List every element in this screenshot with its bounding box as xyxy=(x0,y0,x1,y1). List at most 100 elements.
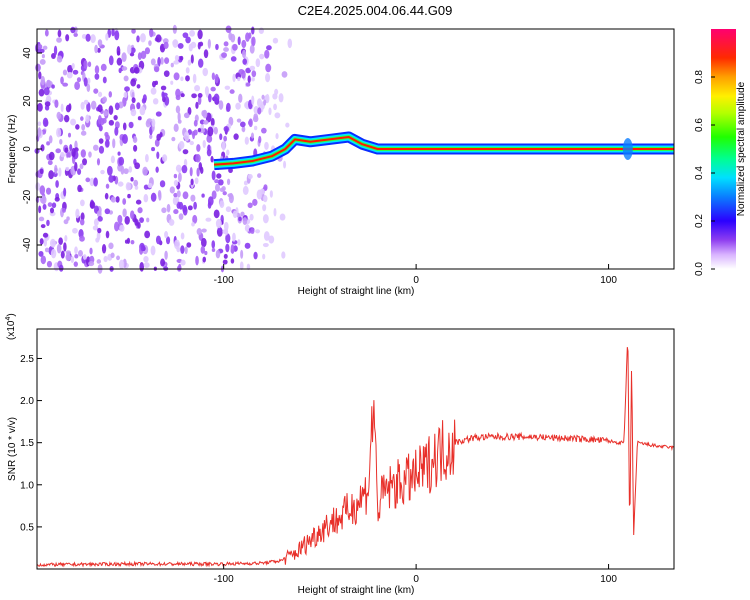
spectrogram-panel: -100 0 100 -40 -20 0 20 40 Height of straight … xyxy=(7,24,675,297)
y-tick-label: 40 xyxy=(22,47,33,59)
noise-blob xyxy=(97,91,103,98)
noise-blob xyxy=(148,40,152,47)
noise-blob xyxy=(38,250,44,257)
noise-blob xyxy=(83,77,88,87)
noise-blob xyxy=(69,144,73,152)
noise-blob xyxy=(199,128,206,134)
noise-blob xyxy=(137,116,142,121)
noise-blob xyxy=(178,201,184,210)
noise-blob xyxy=(92,225,99,231)
noise-blob xyxy=(242,217,248,225)
noise-blob xyxy=(240,249,244,259)
noise-blob xyxy=(194,177,199,185)
noise-blob xyxy=(214,73,219,84)
noise-blob xyxy=(183,131,190,142)
noise-blob xyxy=(201,228,207,233)
noise-blob xyxy=(147,182,153,189)
noise-blob xyxy=(229,192,233,200)
noise-blob xyxy=(221,52,227,59)
chart-title: C2E4.2025.004.06.44.G09 xyxy=(298,3,453,18)
noise-blob xyxy=(180,93,185,98)
noise-blob xyxy=(155,34,162,43)
noise-blob xyxy=(189,167,193,177)
noise-blob xyxy=(225,243,230,253)
noise-blob xyxy=(111,28,115,37)
noise-blob xyxy=(87,61,92,68)
noise-blob xyxy=(74,81,81,90)
noise-blob xyxy=(105,33,109,41)
noise-blob xyxy=(62,69,68,76)
noise-blob xyxy=(50,248,57,259)
noise-blob xyxy=(40,224,46,229)
noise-blob xyxy=(105,230,110,239)
noise-blob xyxy=(203,120,209,125)
noise-blob xyxy=(77,184,82,193)
noise-blob xyxy=(48,170,54,180)
noise-blob xyxy=(97,227,102,234)
noise-blob xyxy=(259,188,265,195)
noise-blob xyxy=(264,49,270,59)
noise-blob xyxy=(88,151,92,158)
noise-blob xyxy=(243,180,248,186)
noise-blob xyxy=(150,58,156,66)
noise-blob xyxy=(215,43,219,51)
noise-blob xyxy=(122,208,127,218)
noise-blob xyxy=(180,245,185,254)
noise-blob xyxy=(94,65,100,75)
noise-blob xyxy=(265,73,271,83)
track-spike xyxy=(622,138,633,160)
track-core xyxy=(214,136,674,166)
noise-blob xyxy=(108,175,115,183)
colorbar-tick-label: 0.8 xyxy=(694,70,705,84)
noise-blob xyxy=(103,110,109,117)
noise-blob xyxy=(211,72,215,80)
noise-blob xyxy=(87,77,91,85)
noise-blob xyxy=(236,118,242,123)
noise-blob xyxy=(63,187,67,197)
noise-blob xyxy=(185,75,190,82)
noise-blob xyxy=(66,71,73,79)
noise-blob xyxy=(182,191,189,200)
noise-blob xyxy=(210,117,215,127)
noise-blob xyxy=(211,248,216,253)
noise-blob xyxy=(136,102,141,110)
noise-blob xyxy=(226,102,231,113)
noise-blob xyxy=(248,120,252,126)
noise-blob xyxy=(60,153,66,158)
noise-blob xyxy=(70,118,77,126)
noise-blob xyxy=(119,224,125,232)
noise-blob xyxy=(134,162,141,170)
noise-blob xyxy=(262,204,267,212)
noise-blob xyxy=(56,55,63,63)
noise-blob xyxy=(261,127,267,134)
noise-blob xyxy=(225,233,231,244)
noise-blob xyxy=(129,52,135,57)
noise-blob xyxy=(191,93,197,99)
noise-blob xyxy=(151,146,156,152)
y-tick-label: 1.5 xyxy=(20,438,34,449)
noise-blob xyxy=(59,138,63,145)
noise-blob xyxy=(56,243,62,254)
noise-blob xyxy=(168,219,175,226)
noise-blob xyxy=(96,210,102,218)
noise-blob xyxy=(116,57,123,66)
snr-scale-label: (x104) xyxy=(5,313,17,340)
noise-blob xyxy=(237,239,241,246)
noise-blob xyxy=(180,259,186,266)
noise-blob xyxy=(273,103,277,111)
noise-blob xyxy=(251,77,255,82)
noise-blob xyxy=(239,121,246,128)
noise-blob xyxy=(81,33,87,39)
noise-blob xyxy=(170,62,174,68)
noise-blob xyxy=(190,178,194,186)
noise-blob xyxy=(154,138,160,147)
noise-blob xyxy=(82,158,88,166)
noise-blob xyxy=(232,232,236,242)
noise-blob xyxy=(268,235,275,244)
noise-blob xyxy=(164,250,168,260)
noise-blob xyxy=(108,105,114,115)
noise-blob xyxy=(65,166,70,172)
noise-blob xyxy=(40,255,47,265)
noise-blob xyxy=(48,151,55,161)
noise-blob xyxy=(222,259,228,265)
